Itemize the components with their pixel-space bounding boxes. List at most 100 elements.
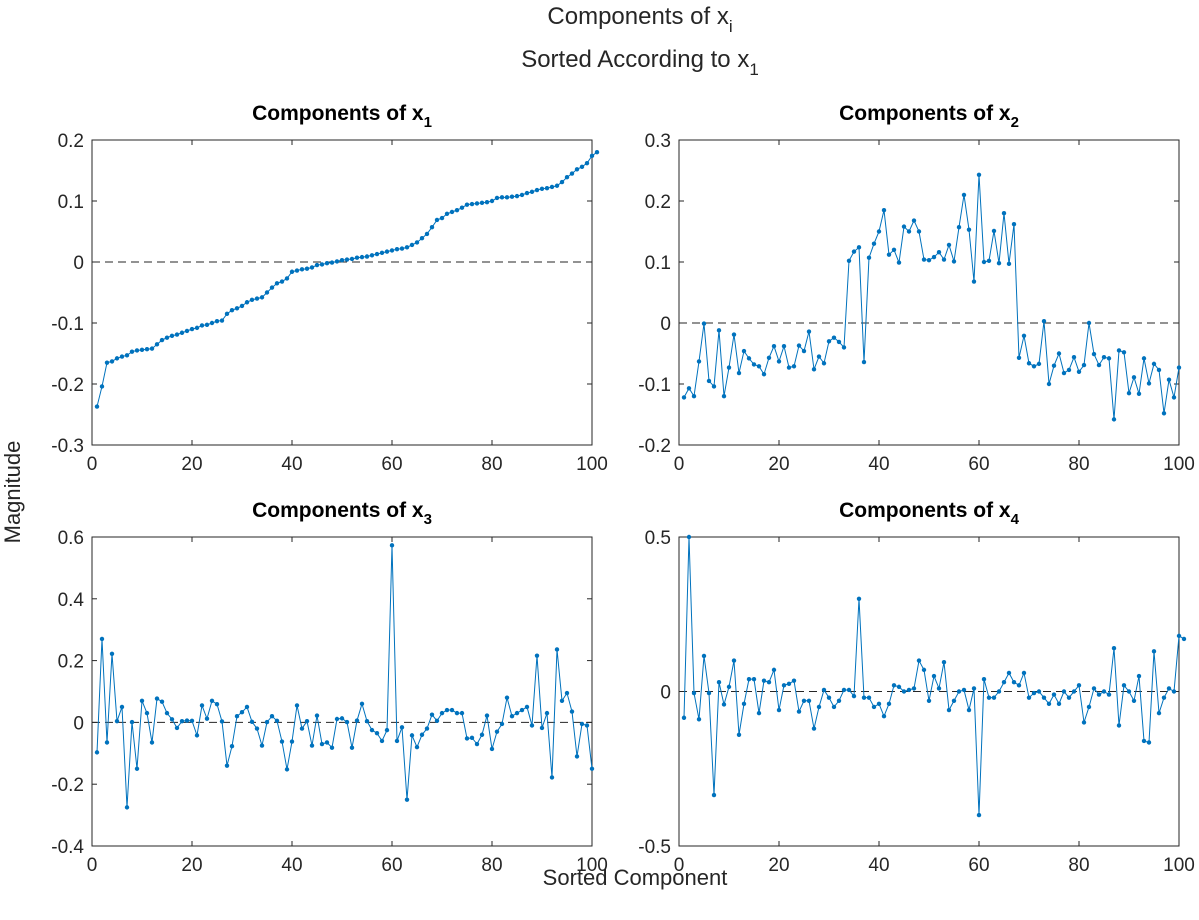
data-point [1071, 354, 1077, 360]
data-point [746, 356, 752, 361]
data-point [931, 673, 937, 679]
data-point [184, 718, 190, 723]
data-point [489, 746, 495, 752]
data-point [149, 740, 155, 745]
data-point [681, 715, 687, 720]
data-point [154, 696, 160, 701]
data-point [696, 359, 702, 364]
data-point [851, 693, 857, 699]
y-tick-label: -0.4 [51, 837, 84, 858]
data-point [1041, 695, 1047, 700]
subplot-title: Components of x1 [252, 102, 432, 131]
data-point [454, 207, 460, 213]
data-point [424, 231, 430, 237]
data-point [364, 718, 370, 724]
data-point [1166, 686, 1172, 691]
data-point [856, 596, 862, 601]
data-point [1156, 710, 1162, 716]
data-point [154, 342, 160, 347]
subplot-title-subscript: 1 [424, 114, 432, 131]
data-point [776, 707, 782, 713]
subplots: Components of x10 20 40 60 80 1000.20.10-0.1-… [51, 102, 1195, 876]
data-point [179, 718, 185, 724]
data-point [906, 687, 912, 693]
data-point [469, 201, 475, 207]
data-point [94, 750, 100, 755]
data-point [439, 215, 445, 221]
data-point [931, 254, 937, 260]
data-point [741, 348, 747, 354]
y-tick-label: -0.1 [51, 314, 84, 335]
data-point [971, 686, 977, 691]
data-point [906, 229, 912, 234]
data-point [951, 698, 957, 703]
data-point [751, 676, 757, 682]
data-point [1036, 689, 1042, 694]
figure-subtitle-main: Sorted According to x [521, 46, 749, 73]
data-point [344, 257, 350, 262]
data-point [801, 698, 807, 703]
data-point [459, 205, 465, 210]
x-tick-label: 0 [87, 855, 98, 876]
data-point [896, 260, 902, 265]
data-point [691, 394, 697, 399]
data-point [1161, 411, 1167, 416]
data-point [414, 240, 420, 245]
data-point [579, 164, 585, 170]
data-point [686, 386, 692, 391]
data-point [731, 658, 737, 663]
data-point [1171, 395, 1177, 400]
data-point [284, 276, 290, 281]
data-point [1091, 351, 1097, 357]
data-point [801, 348, 807, 354]
data-point [419, 732, 425, 737]
data-point [1051, 692, 1057, 697]
figure-title-main: Components of x [547, 3, 728, 30]
data-point [716, 680, 722, 685]
data-point [174, 332, 180, 337]
data-point [1051, 363, 1057, 368]
data-point [1021, 333, 1027, 339]
data-point [1101, 354, 1107, 360]
data-point [941, 659, 947, 665]
data-point [1156, 367, 1162, 373]
data-point [706, 378, 712, 384]
data-point [244, 704, 250, 710]
plot-area [91, 536, 593, 847]
data-point [119, 354, 125, 359]
data-point [1131, 698, 1137, 703]
data-point [224, 311, 230, 317]
data-point [1086, 704, 1092, 710]
data-point [1111, 646, 1117, 651]
data-point [519, 192, 525, 198]
data-point [1111, 417, 1117, 422]
y-tick-label: 0 [660, 683, 671, 704]
data-point [464, 736, 470, 741]
data-point [1066, 695, 1072, 700]
data-point [896, 684, 902, 690]
data-point [866, 255, 872, 260]
data-point [334, 259, 340, 264]
data-point [996, 261, 1002, 266]
data-point [394, 246, 400, 252]
data-point [781, 683, 787, 688]
x-tick-label: 100 [1163, 454, 1195, 475]
data-point [504, 695, 510, 700]
x-tick-label: 40 [281, 855, 302, 876]
data-point [731, 332, 737, 337]
series-line [96, 545, 593, 808]
data-point [499, 195, 505, 200]
data-point [876, 229, 882, 234]
data-point [494, 195, 500, 201]
data-point [1151, 361, 1157, 367]
data-point [314, 262, 320, 268]
data-point [194, 733, 200, 738]
data-point [484, 200, 490, 205]
data-point [1141, 356, 1147, 361]
data-point [169, 333, 175, 339]
data-point [184, 328, 190, 334]
data-point [811, 726, 817, 731]
x-tick-label: 60 [381, 855, 402, 876]
data-point [836, 698, 842, 703]
